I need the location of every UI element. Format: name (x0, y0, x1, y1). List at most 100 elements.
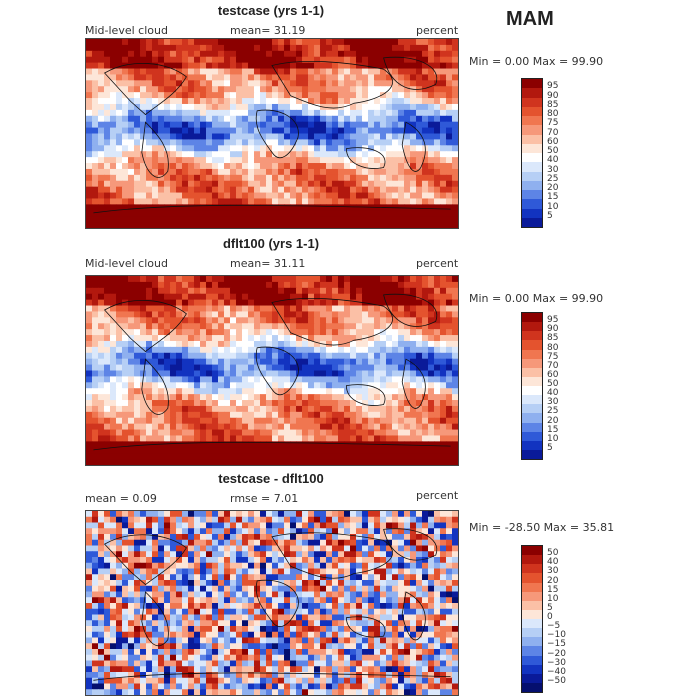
colorbar-swatch (522, 546, 542, 556)
colorbar-swatch (522, 125, 542, 135)
colorbar-label: 15 (547, 584, 559, 595)
panel2-mean-label: mean= 31.11 (230, 257, 306, 270)
colorbar-swatch (522, 180, 542, 190)
colorbar-label: 85 (547, 99, 559, 110)
colorbar-swatch (522, 199, 542, 209)
colorbar-label: 10 (547, 433, 559, 444)
colorbar-label: 20 (547, 575, 559, 586)
panel3-mean-label: mean = 0.09 (85, 492, 157, 505)
colorbar-label: 40 (547, 388, 559, 399)
panel1-minmax: Min = 0.00 Max = 99.90 (469, 55, 604, 68)
colorbar-label: −50 (547, 675, 566, 686)
colorbar-label: 10 (547, 201, 559, 212)
colorbar-swatch (522, 404, 542, 414)
colorbar-label: 60 (547, 136, 559, 147)
panel3-units-label: percent (416, 489, 459, 502)
colorbar-swatch (522, 449, 542, 459)
colorbar-label: 30 (547, 397, 559, 408)
colorbar-swatch (522, 367, 542, 377)
colorbar-swatch (522, 217, 542, 227)
colorbar-label: 25 (547, 406, 559, 417)
colorbar-swatch (522, 106, 542, 116)
colorbar-swatch (522, 376, 542, 386)
colorbar-label: 0 (547, 612, 553, 622)
panel2-units-label: percent (416, 257, 459, 270)
panel2-minmax: Min = 0.00 Max = 99.90 (469, 292, 604, 305)
colorbar-label: −5 (547, 621, 561, 632)
colorbar-label: −10 (547, 630, 566, 641)
colorbar-swatch (522, 358, 542, 368)
panel3-colorbar (521, 545, 543, 693)
colorbar-swatch (522, 395, 542, 405)
colorbar-swatch (522, 619, 542, 629)
panel2-colorbar (521, 312, 543, 460)
season-title: MAM (506, 8, 554, 30)
colorbar-label: 15 (547, 192, 559, 203)
colorbar-label: 50 (547, 146, 559, 156)
colorbar-swatch (522, 664, 542, 674)
colorbar-label: 80 (547, 109, 559, 119)
colorbar-swatch (522, 313, 542, 323)
colorbar-label: −15 (547, 639, 566, 650)
colorbar-label: 90 (547, 90, 559, 101)
colorbar-label: 30 (547, 566, 559, 577)
colorbar-label: 50 (547, 379, 559, 389)
colorbar-swatch (522, 628, 542, 638)
panel1-variable-label: Mid-level cloud (85, 24, 168, 37)
colorbar-label: 5 (547, 442, 553, 453)
colorbar-swatch (522, 79, 542, 89)
colorbar-label: 5 (547, 210, 553, 221)
colorbar-label: 40 (547, 557, 559, 568)
colorbar-swatch (522, 208, 542, 218)
colorbar-swatch (522, 422, 542, 432)
colorbar-swatch (522, 116, 542, 126)
colorbar-label: 10 (547, 593, 559, 604)
colorbar-label: 85 (547, 333, 559, 344)
colorbar-label: 75 (547, 118, 559, 129)
colorbar-swatch (522, 171, 542, 181)
colorbar-swatch (522, 190, 542, 200)
panel2-title: dflt100 (yrs 1-1) (222, 236, 320, 251)
colorbar-swatch (522, 573, 542, 583)
colorbar-swatch (522, 340, 542, 350)
colorbar-swatch (522, 637, 542, 647)
colorbar-swatch (522, 143, 542, 153)
colorbar-label: 60 (547, 369, 559, 380)
colorbar-label: 20 (547, 183, 559, 193)
colorbar-swatch (522, 413, 542, 423)
colorbar-swatch (522, 440, 542, 450)
colorbar-swatch (522, 349, 542, 359)
colorbar-label: 95 (547, 81, 559, 92)
colorbar-swatch (522, 609, 542, 619)
colorbar-swatch (522, 162, 542, 172)
panel1-title: testcase (yrs 1-1) (217, 3, 325, 18)
panel3-title: testcase - dflt100 (218, 471, 324, 486)
colorbar-swatch (522, 591, 542, 601)
colorbar-swatch (522, 431, 542, 441)
colorbar-swatch (522, 134, 542, 144)
colorbar-label: 20 (547, 415, 559, 426)
panel2-variable-label: Mid-level cloud (85, 257, 168, 270)
colorbar-swatch (522, 97, 542, 107)
colorbar-label: 40 (547, 155, 559, 166)
colorbar-label: −40 (547, 666, 566, 677)
colorbar-label: −20 (547, 648, 566, 659)
colorbar-swatch (522, 331, 542, 341)
colorbar-label: 70 (547, 127, 559, 138)
colorbar-label: 5 (547, 602, 553, 613)
colorbar-label: 70 (547, 360, 559, 371)
panel1-units-label: percent (416, 24, 459, 37)
colorbar-swatch (522, 564, 542, 574)
colorbar-swatch (522, 600, 542, 610)
colorbar-swatch (522, 153, 542, 163)
colorbar-label: 95 (547, 315, 559, 326)
colorbar-label: 80 (547, 342, 559, 353)
colorbar-swatch (522, 682, 542, 692)
colorbar-label: 50 (547, 548, 559, 559)
colorbar-swatch (522, 582, 542, 592)
colorbar-label: 90 (547, 324, 559, 335)
panel1-mean-label: mean= 31.19 (230, 24, 306, 37)
colorbar-label: 25 (547, 173, 559, 184)
colorbar-swatch (522, 322, 542, 332)
colorbar-swatch (522, 655, 542, 665)
